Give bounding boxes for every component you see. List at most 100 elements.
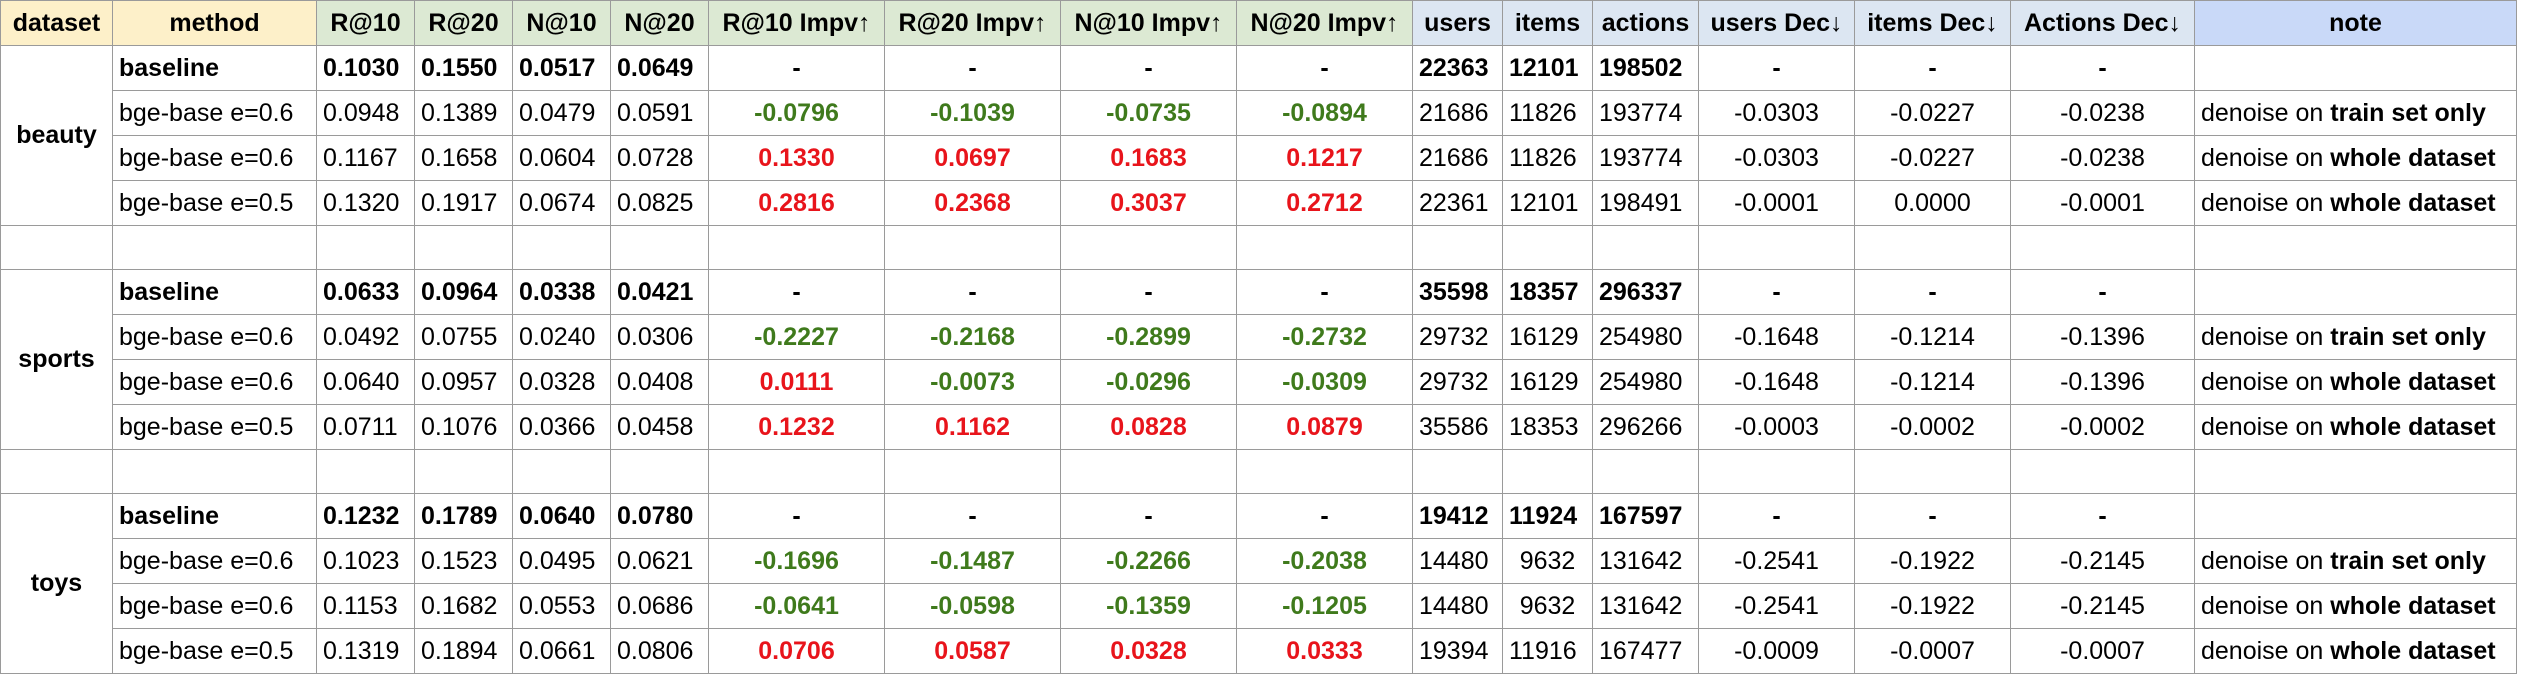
metric-cell: 0.0640 xyxy=(512,493,611,539)
decrease-cell: -0.0007 xyxy=(2010,628,2195,674)
metric-cell: 0.0964 xyxy=(414,269,513,315)
count-cell: 14480 xyxy=(1412,583,1503,629)
improvement-cell: - xyxy=(1236,269,1413,315)
note-cell: denoise on whole dataset xyxy=(2194,135,2517,181)
improvement-cell: 0.1683 xyxy=(1060,135,1237,181)
note-cell: denoise on whole dataset xyxy=(2194,359,2517,405)
dataset-cell: sports xyxy=(0,269,113,450)
metric-cell: 0.0621 xyxy=(610,538,709,584)
improvement-cell: 0.2368 xyxy=(884,180,1061,226)
metric-cell: 0.0240 xyxy=(512,314,611,360)
column-header: method xyxy=(112,0,317,46)
decrease-cell: -0.0303 xyxy=(1698,90,1855,136)
table-row: bge-base e=0.5 0.0711 0.1076 0.0366 0.04… xyxy=(1,404,2517,450)
improvement-cell: -0.1487 xyxy=(884,538,1061,584)
metric-cell: 0.0604 xyxy=(512,135,611,181)
decrease-cell: -0.0007 xyxy=(1854,628,2011,674)
improvement-cell: -0.0796 xyxy=(708,90,885,136)
decrease-cell: -0.0303 xyxy=(1698,135,1855,181)
improvement-cell: -0.2266 xyxy=(1060,538,1237,584)
decrease-cell: -0.0001 xyxy=(1698,180,1855,226)
column-header: note xyxy=(2194,0,2517,46)
note-cell xyxy=(2194,45,2517,91)
table-row: beauty baseline 0.1030 0.1550 0.0517 0.0… xyxy=(0,45,2517,226)
note-cell xyxy=(2194,493,2517,539)
metric-cell: 0.0408 xyxy=(610,359,709,405)
improvement-cell: 0.2712 xyxy=(1236,180,1413,226)
table-row: sports baseline 0.0633 0.0964 0.0338 0.0… xyxy=(0,269,2517,450)
count-cell: 12101 xyxy=(1502,45,1593,91)
count-cell: 11826 xyxy=(1502,90,1593,136)
table-row: bge-base e=0.6 0.0492 0.0755 0.0240 0.03… xyxy=(1,314,2517,360)
method-cell: bge-base e=0.6 xyxy=(112,314,317,360)
decrease-cell: -0.2541 xyxy=(1698,583,1855,629)
metric-cell: 0.1076 xyxy=(414,404,513,450)
count-cell: 254980 xyxy=(1592,314,1699,360)
count-cell: 16129 xyxy=(1502,314,1593,360)
decrease-cell: -0.0003 xyxy=(1698,404,1855,450)
improvement-cell: 0.1217 xyxy=(1236,135,1413,181)
improvement-cell: - xyxy=(708,493,885,539)
column-header: users xyxy=(1412,0,1503,46)
method-cell: baseline xyxy=(112,45,317,91)
improvement-cell: 0.0111 xyxy=(708,359,885,405)
count-cell: 131642 xyxy=(1592,583,1699,629)
decrease-cell: -0.1396 xyxy=(2010,359,2195,405)
count-cell: 296266 xyxy=(1592,404,1699,450)
decrease-cell: -0.2541 xyxy=(1698,538,1855,584)
column-header: items Dec↓ xyxy=(1854,0,2011,46)
column-header: N@10 Impv↑ xyxy=(1060,0,1237,46)
improvement-cell: -0.1205 xyxy=(1236,583,1413,629)
decrease-cell: - xyxy=(2010,493,2195,539)
decrease-cell: -0.1214 xyxy=(1854,314,2011,360)
count-cell: 19394 xyxy=(1412,628,1503,674)
table-row: toys baseline 0.1232 0.1789 0.0640 0.078… xyxy=(0,493,2517,674)
note-cell: denoise on whole dataset xyxy=(2194,404,2517,450)
note-cell: denoise on train set only xyxy=(2194,314,2517,360)
count-cell: 11916 xyxy=(1502,628,1593,674)
decrease-cell: -0.1922 xyxy=(1854,583,2011,629)
improvement-cell: - xyxy=(1060,269,1237,315)
metric-cell: 0.0806 xyxy=(610,628,709,674)
improvement-cell: -0.0598 xyxy=(884,583,1061,629)
column-header: items xyxy=(1502,0,1593,46)
metric-cell: 0.1523 xyxy=(414,538,513,584)
decrease-cell: -0.0238 xyxy=(2010,135,2195,181)
decrease-cell: -0.1396 xyxy=(2010,314,2195,360)
method-cell: bge-base e=0.5 xyxy=(112,628,317,674)
improvement-cell: -0.0296 xyxy=(1060,359,1237,405)
improvement-cell: -0.2038 xyxy=(1236,538,1413,584)
improvement-cell: -0.2168 xyxy=(884,314,1061,360)
method-cell: bge-base e=0.6 xyxy=(112,583,317,629)
count-cell: 11924 xyxy=(1502,493,1593,539)
improvement-cell: 0.1232 xyxy=(708,404,885,450)
improvement-cell: -0.0073 xyxy=(884,359,1061,405)
improvement-cell: - xyxy=(1060,45,1237,91)
column-header: R@20 xyxy=(414,0,513,46)
metric-cell: 0.0421 xyxy=(610,269,709,315)
decrease-cell: -0.0227 xyxy=(1854,135,2011,181)
improvement-cell: 0.0828 xyxy=(1060,404,1237,450)
decrease-cell: - xyxy=(1698,45,1855,91)
improvement-cell: -0.1696 xyxy=(708,538,885,584)
note-cell: denoise on whole dataset xyxy=(2194,583,2517,629)
count-cell: 167597 xyxy=(1592,493,1699,539)
table-row: bge-base e=0.5 0.1320 0.1917 0.0674 0.08… xyxy=(1,180,2517,226)
table-row: bge-base e=0.6 0.1167 0.1658 0.0604 0.07… xyxy=(1,135,2517,181)
metric-cell: 0.0728 xyxy=(610,135,709,181)
count-cell: 296337 xyxy=(1592,269,1699,315)
decrease-cell: - xyxy=(1698,493,1855,539)
metric-cell: 0.1789 xyxy=(414,493,513,539)
method-cell: bge-base e=0.6 xyxy=(112,359,317,405)
decrease-cell: -0.1922 xyxy=(1854,538,2011,584)
count-cell: 21686 xyxy=(1412,135,1503,181)
decrease-cell: -0.0238 xyxy=(2010,90,2195,136)
metric-cell: 0.1023 xyxy=(316,538,415,584)
spacer-row xyxy=(0,225,2517,270)
table-body: beauty baseline 0.1030 0.1550 0.0517 0.0… xyxy=(0,45,2517,674)
metric-cell: 0.0458 xyxy=(610,404,709,450)
column-header: actions xyxy=(1592,0,1699,46)
improvement-cell: -0.0894 xyxy=(1236,90,1413,136)
improvement-cell: 0.0879 xyxy=(1236,404,1413,450)
